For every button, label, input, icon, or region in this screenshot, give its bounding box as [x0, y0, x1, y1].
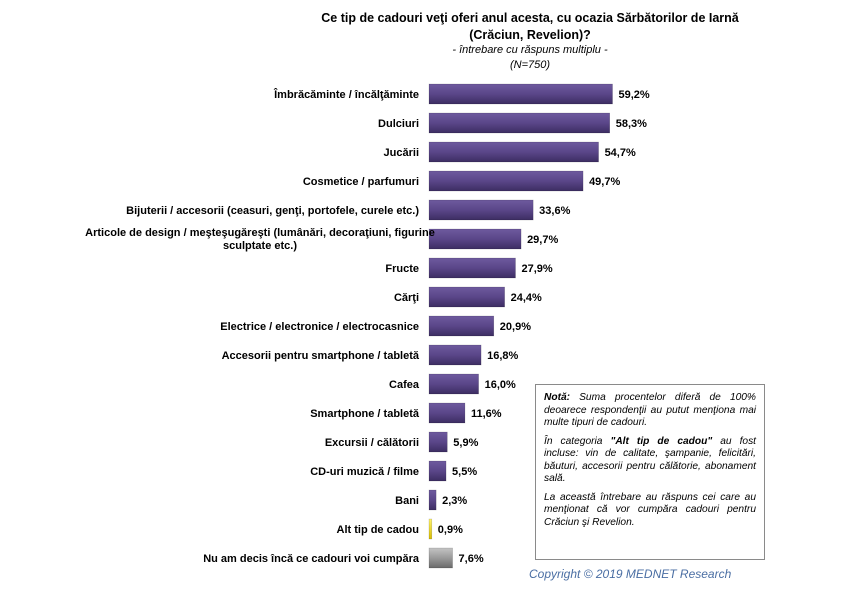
note-text-3: La această întrebare au răspuns cei care…: [544, 491, 756, 528]
bar-14: [428, 460, 447, 482]
note-text-2-pre: În categoria: [544, 435, 611, 447]
bar-2: [428, 112, 610, 134]
value-label-3: 54,7%: [605, 147, 636, 159]
category-label-16: Alt tip de cadou: [337, 524, 420, 536]
category-label-1: Îmbrăcăminte / încălţăminte: [273, 88, 419, 101]
bar-13: [428, 431, 448, 453]
value-label-2: 58,3%: [616, 118, 647, 130]
note-text-1: Suma procentelor diferă de 100% deoarece…: [544, 392, 756, 428]
value-label-11: 16,0%: [485, 379, 516, 391]
value-label-8: 24,4%: [511, 292, 542, 304]
category-label-14: CD-uri muzică / filme: [310, 466, 419, 478]
sample-size: (N=750): [509, 59, 551, 71]
bar-1: [428, 83, 613, 105]
category-label-5: Bijuterii / accesorii (ceasuri, genţi, p…: [126, 205, 419, 217]
note-text-2: au fost incluse: vin de calitate, şampan…: [544, 435, 756, 485]
note-label: Notă:: [544, 392, 571, 403]
bar-9: [428, 315, 495, 337]
value-label-16: 0,9%: [438, 524, 463, 536]
bar-5: [428, 199, 534, 221]
value-label-9: 20,9%: [500, 321, 531, 333]
bar-3: [428, 141, 599, 163]
value-label-7: 27,9%: [521, 263, 552, 275]
copyright-text: Copyright © 2019 MEDNET Research: [529, 567, 732, 581]
value-label-10: 16,8%: [487, 350, 518, 362]
category-label-10: Accesorii pentru smartphone / tabletă: [222, 350, 420, 362]
value-label-13: 5,9%: [453, 437, 478, 449]
value-label-14: 5,5%: [452, 466, 477, 478]
bar-4: [428, 170, 584, 192]
category-label-12: Smartphone / tabletă: [310, 408, 420, 420]
note-box: Notă: Suma procentelor diferă de 100% de…: [535, 384, 765, 560]
chart-title-line-1: Ce tip de cadouri veţi oferi anul acesta…: [321, 11, 739, 25]
bar-11: [428, 373, 479, 395]
category-label-3: Jucării: [384, 147, 419, 159]
value-label-4: 49,7%: [589, 176, 620, 188]
bar-15: [428, 489, 437, 511]
bar-6: [428, 228, 522, 250]
bar-7: [428, 257, 516, 279]
category-label-17: Nu am decis încă ce cadouri voi cumpăra: [203, 553, 420, 565]
bar-16: [428, 518, 433, 540]
category-label-13: Excursii / călătorii: [325, 437, 419, 449]
note-paragraph-3: La această întrebare au răspuns cei care…: [544, 492, 756, 530]
value-label-6: 29,7%: [527, 234, 558, 246]
category-label-6: Articole de design / meşteşugăreşti (lum…: [85, 227, 435, 252]
note-paragraph-1: Notă: Suma procentelor diferă de 100% de…: [544, 392, 756, 430]
category-label-15: Bani: [395, 495, 419, 507]
category-label-2: Dulciuri: [378, 118, 419, 130]
bar-10: [428, 344, 482, 366]
chart-title-line-2: (Crăciun, Revelion)?: [469, 28, 591, 42]
value-label-12: 11,6%: [471, 408, 502, 420]
value-label-5: 33,6%: [539, 205, 570, 217]
bar-8: [428, 286, 505, 308]
value-label-1: 59,2%: [619, 89, 650, 101]
category-label-9: Electrice / electronice / electrocasnice: [220, 321, 419, 333]
note-paragraph-2: În categoria "Alt tip de cadou" au fost …: [544, 436, 756, 486]
note-category-name: "Alt tip de cadou": [610, 435, 713, 447]
category-label-11: Cafea: [389, 379, 420, 391]
bar-12: [428, 402, 466, 424]
category-label-7: Fructe: [385, 263, 419, 275]
category-label-8: Cărţi: [394, 292, 419, 304]
value-label-17: 7,6%: [459, 553, 484, 565]
chart-subtitle: - întrebare cu răspuns multiplu -: [452, 44, 608, 56]
value-label-15: 2,3%: [442, 495, 467, 507]
bar-17: [428, 547, 453, 569]
category-label-4: Cosmetice / parfumuri: [303, 176, 419, 188]
